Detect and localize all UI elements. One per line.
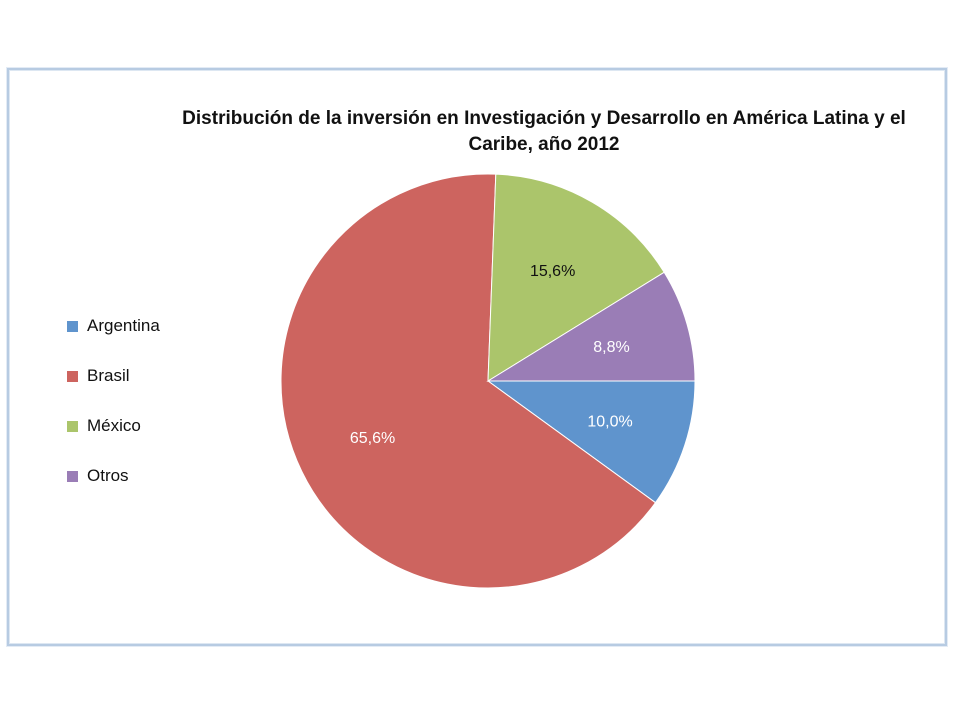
- data-label-argentina: 10,0%: [587, 414, 632, 431]
- pie-slice-mexico: [487, 173, 665, 382]
- legend-item-argentina: Argentina: [67, 301, 160, 351]
- legend: Argentina Brasil México Otros: [67, 301, 160, 501]
- legend-swatch-brasil: [67, 370, 78, 382]
- legend-label-argentina: Argentina: [87, 316, 160, 335]
- legend-item-brasil: Brasil: [67, 351, 160, 401]
- legend-item-mexico: México: [67, 401, 160, 451]
- data-label-mexico: 15,6%: [530, 263, 575, 280]
- legend-item-otros: Otros: [67, 451, 160, 501]
- data-label-otros: 8,8%: [593, 339, 629, 356]
- pie-slice-argentina: [486, 380, 696, 504]
- data-label-brasil: 65,6%: [350, 430, 395, 447]
- legend-swatch-argentina: [67, 320, 78, 332]
- chart-title: Distribución de la inversión en Investig…: [182, 108, 906, 155]
- chart-frame: Distribución de la inversión en Investig…: [7, 68, 947, 646]
- legend-label-brasil: Brasil: [87, 366, 130, 385]
- pie-chart: 10,0% 65,6% 15,6% 8,8%: [280, 173, 696, 589]
- legend-label-otros: Otros: [87, 466, 129, 485]
- legend-swatch-otros: [67, 470, 78, 482]
- legend-label-mexico: México: [87, 416, 141, 435]
- legend-swatch-mexico: [67, 420, 78, 432]
- pie-slice-otros: [486, 271, 696, 382]
- pie-slice-brasil: [280, 173, 657, 589]
